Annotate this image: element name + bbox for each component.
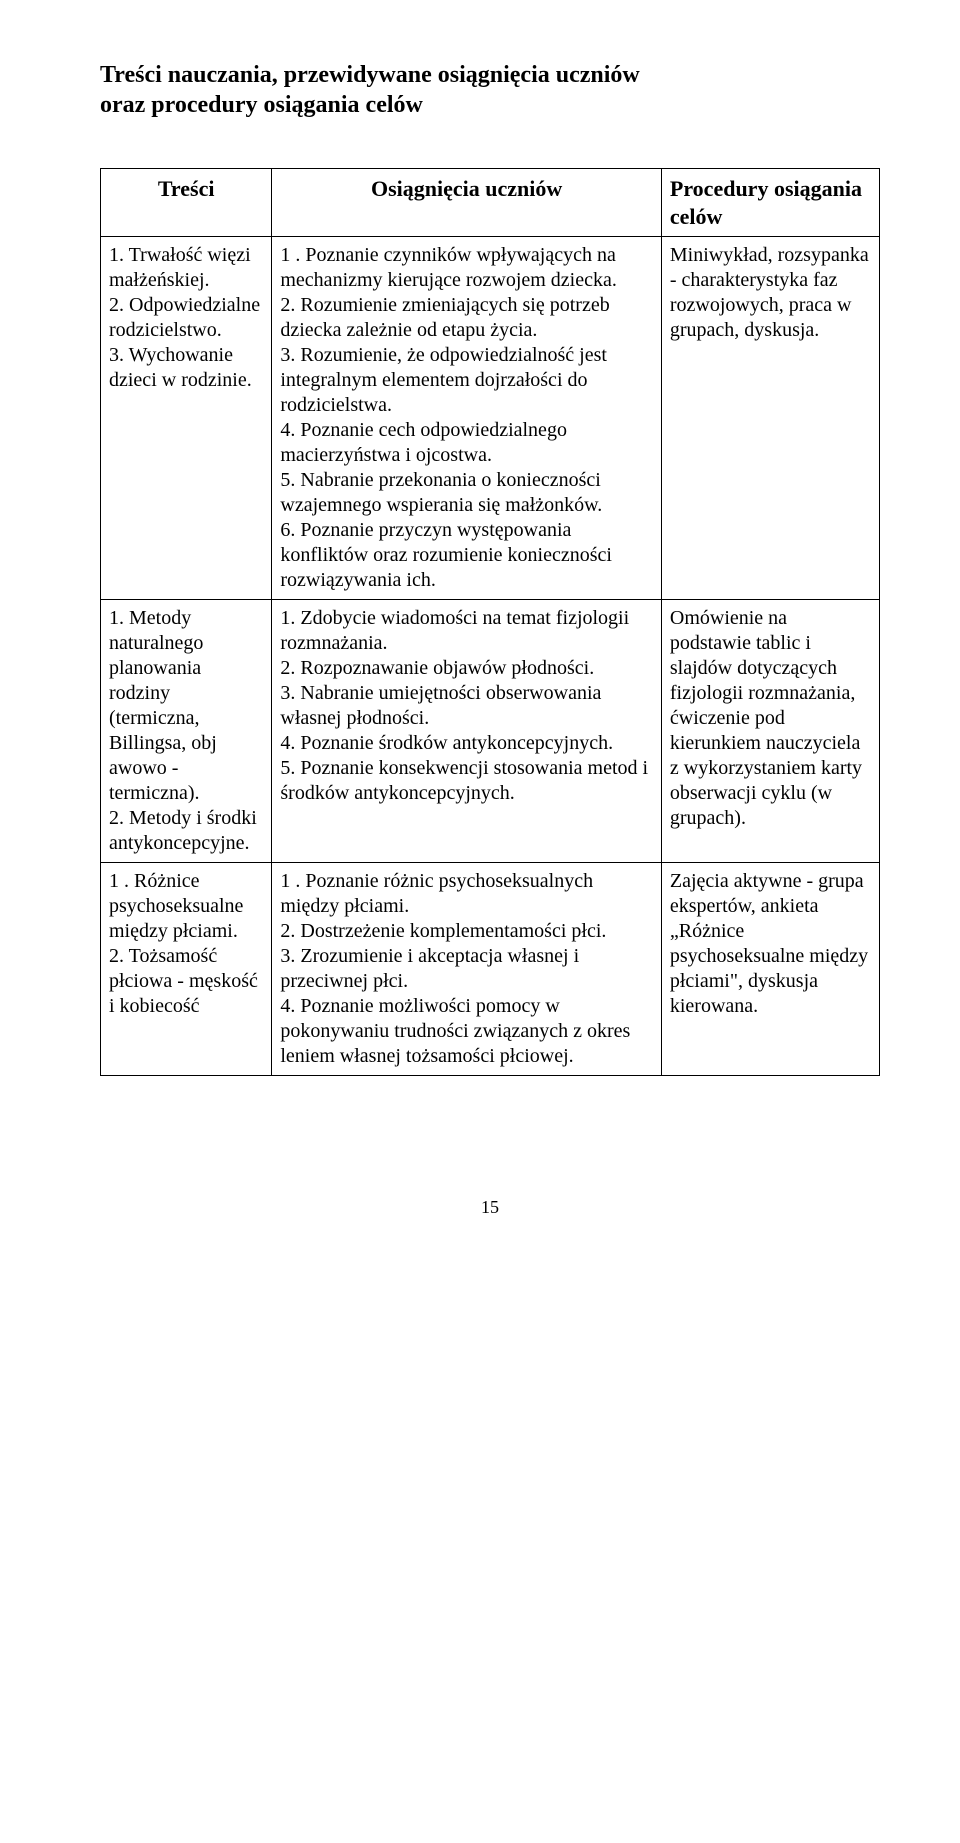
cell-osiagniecia: 1. Zdobycie wiadomości na temat fizjolog… bbox=[272, 600, 662, 863]
header-tresci: Treści bbox=[101, 169, 272, 237]
cell-tresci: 1. Trwałość więzi małżeńskiej.2. Odpowie… bbox=[101, 237, 272, 600]
cell-tresci: 1 . Różnice psychoseksualne między płcia… bbox=[101, 863, 272, 1076]
table-row: 1. Metody naturalnego planowania rodziny… bbox=[101, 600, 880, 863]
cell-tresci: 1. Metody naturalnego planowania rodziny… bbox=[101, 600, 272, 863]
page-title: Treści nauczania, przewidywane osiągnięc… bbox=[100, 60, 880, 120]
table-row: 1 . Różnice psychoseksualne między płcia… bbox=[101, 863, 880, 1076]
cell-osiagniecia: 1 . Poznanie różnic psychoseksualnych mi… bbox=[272, 863, 662, 1076]
table-header-row: Treści Osiągnięcia uczniów Procedury osi… bbox=[101, 169, 880, 237]
curriculum-table: Treści Osiągnięcia uczniów Procedury osi… bbox=[100, 168, 880, 1076]
cell-osiagniecia: 1 . Poznanie czynników wpływających na m… bbox=[272, 237, 662, 600]
cell-procedury: Zajęcia aktywne - grupa ekspertów, ankie… bbox=[661, 863, 879, 1076]
table-row: 1. Trwałość więzi małżeńskiej.2. Odpowie… bbox=[101, 237, 880, 600]
title-line-1: Treści nauczania, przewidywane osiągnięc… bbox=[100, 62, 640, 88]
cell-procedury: Miniwykład, rozsypanka - charakterystyka… bbox=[661, 237, 879, 600]
title-line-2: oraz procedury osiągania celów bbox=[100, 92, 423, 118]
page-number: 15 bbox=[100, 1196, 880, 1219]
header-osiagniecia: Osiągnięcia uczniów bbox=[272, 169, 662, 237]
header-procedury: Procedury osiągania celów bbox=[661, 169, 879, 237]
cell-procedury: Omówienie na podstawie tablic i slajdów … bbox=[661, 600, 879, 863]
